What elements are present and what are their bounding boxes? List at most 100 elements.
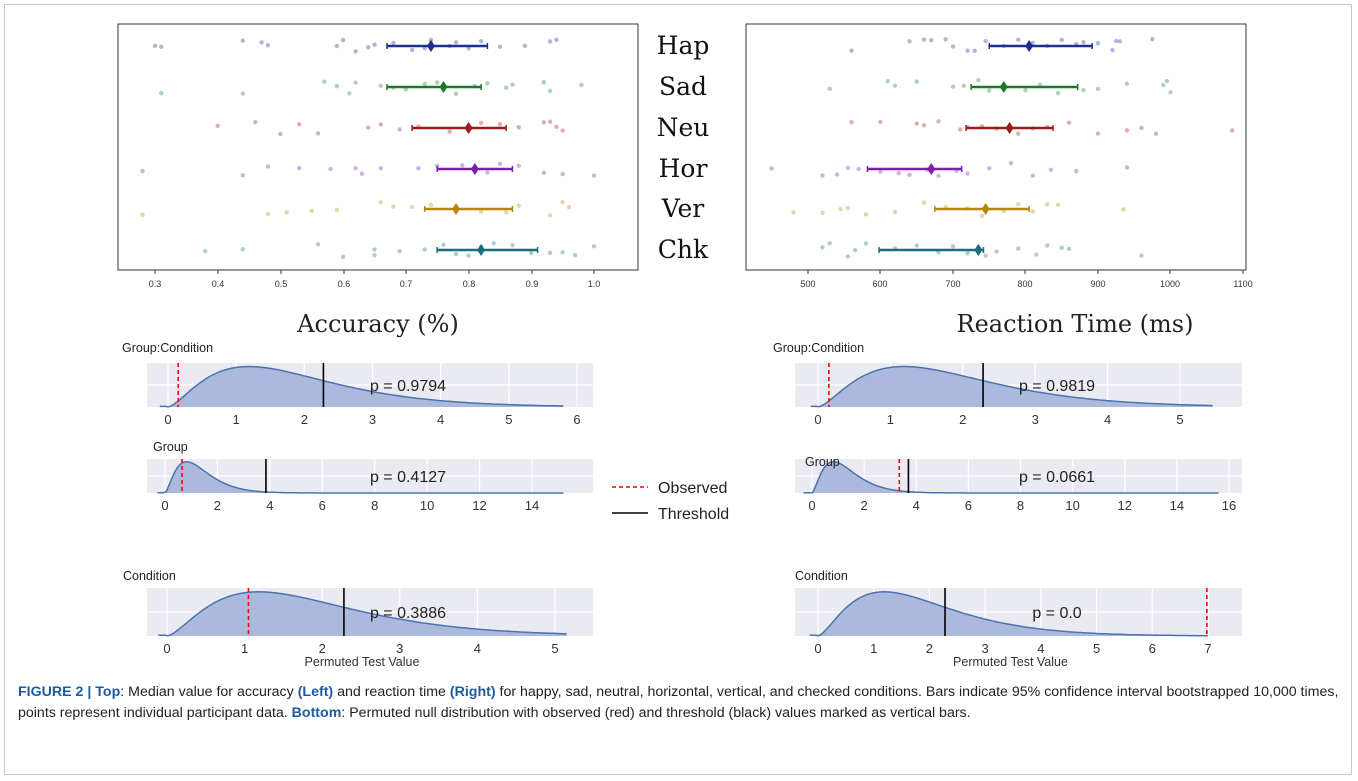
- data-point: [983, 38, 988, 44]
- data-point: [460, 163, 465, 168]
- data-point: [827, 241, 832, 246]
- x-tick-label: 6: [965, 498, 972, 513]
- reaction-time-panel: 500 600 700 800 900 1000 1100 Reaction Time (ms…: [745, 23, 1253, 338]
- density-curve: [803, 460, 1219, 494]
- data-point: [965, 48, 970, 53]
- data-point: [554, 124, 559, 129]
- data-point: [1117, 39, 1122, 44]
- data-point: [972, 48, 977, 54]
- data-point: [340, 37, 346, 43]
- x-tick-label: 0.3: [149, 279, 162, 289]
- x-tick-label: 6: [319, 498, 326, 513]
- legend-threshold-label: Threshold: [658, 506, 729, 523]
- data-point: [202, 249, 208, 254]
- data-point: [1030, 173, 1035, 178]
- x-tick-label: 5: [1176, 412, 1183, 427]
- caption-right: (Right): [449, 684, 496, 700]
- axis-title: Reaction Time (ms): [957, 310, 1194, 338]
- category-label: Hor: [659, 154, 708, 183]
- data-point: [516, 125, 521, 130]
- x-tick-label: 1: [241, 641, 248, 656]
- x-tick-label: 10: [1065, 498, 1079, 513]
- data-point: [1229, 128, 1235, 133]
- data-point: [428, 202, 434, 208]
- data-point: [878, 169, 883, 175]
- data-point: [965, 171, 970, 176]
- data-point: [340, 254, 346, 260]
- data-point: [372, 247, 377, 252]
- data-point: [791, 210, 796, 215]
- caption-top-text-3: for happy, sad, neutral, horizontal, ver…: [18, 684, 1339, 721]
- caption-bottom-label: Bottom: [291, 705, 342, 721]
- data-point: [334, 43, 340, 49]
- data-point: [1081, 87, 1086, 93]
- x-tick-label: 0: [164, 412, 171, 427]
- data-point: [1124, 165, 1130, 170]
- data-point: [1095, 40, 1101, 46]
- data-point: [309, 208, 314, 214]
- data-point: [453, 40, 459, 45]
- x-axis-label: Permuted Test Value: [953, 655, 1068, 669]
- median-marker: [1005, 122, 1014, 134]
- data-point: [315, 131, 321, 136]
- x-tick-label: 16: [1222, 498, 1236, 513]
- figure-frame: [4, 4, 1352, 775]
- data-point: [240, 173, 245, 178]
- x-tick-label: 4: [474, 641, 481, 656]
- median-marker: [999, 81, 1008, 93]
- caption-top-text-1: : Median value for accuracy: [120, 684, 298, 700]
- data-point: [914, 243, 919, 248]
- data-point: [1121, 207, 1126, 212]
- x-tick-label: 0.9: [526, 279, 539, 289]
- data-point: [845, 165, 851, 171]
- data-point: [485, 81, 490, 86]
- data-point: [845, 254, 851, 259]
- data-point: [397, 249, 402, 254]
- data-point: [591, 244, 597, 249]
- data-point: [485, 170, 490, 175]
- data-point: [347, 91, 352, 96]
- x-tick-label: 4: [266, 498, 273, 513]
- data-point: [1153, 131, 1159, 136]
- data-point: [391, 204, 396, 209]
- data-point: [435, 163, 440, 168]
- data-point: [240, 38, 245, 43]
- data-point: [497, 121, 503, 127]
- null-distribution-panel: 0 1 2 3 4 5 6 p = 0.9794 Group:Condition: [122, 341, 593, 427]
- data-point: [907, 39, 912, 44]
- data-point: [1034, 252, 1039, 257]
- x-tick-label: 1: [887, 412, 894, 427]
- data-point: [1095, 131, 1101, 136]
- data-point: [240, 91, 245, 96]
- data-point: [1023, 88, 1028, 93]
- data-point: [453, 91, 459, 96]
- x-tick-label: 0.7: [400, 279, 413, 289]
- data-point: [849, 119, 854, 125]
- data-point: [284, 210, 289, 215]
- data-point: [976, 77, 981, 83]
- data-point: [315, 242, 321, 247]
- x-tick-label: 6: [1149, 641, 1156, 656]
- data-point: [892, 83, 898, 88]
- data-point: [140, 212, 145, 218]
- data-point: [159, 44, 164, 50]
- data-point: [838, 206, 843, 212]
- median-marker: [426, 40, 435, 52]
- data-point: [892, 209, 898, 215]
- data-point: [409, 47, 415, 53]
- data-point: [1139, 125, 1144, 131]
- x-tick-label: 4: [1037, 641, 1044, 656]
- data-point: [885, 79, 890, 84]
- data-point: [856, 166, 861, 172]
- data-point: [1164, 78, 1170, 84]
- x-tick-label: 12: [1118, 498, 1132, 513]
- data-point: [852, 248, 858, 253]
- category-label: Chk: [658, 235, 709, 264]
- x-tick-label: 1.0: [588, 279, 601, 289]
- x-tick-label: 0: [163, 641, 170, 656]
- data-point: [863, 241, 869, 246]
- x-tick-label: 2: [959, 412, 966, 427]
- x-tick-label: 2: [214, 498, 221, 513]
- data-point: [422, 247, 427, 252]
